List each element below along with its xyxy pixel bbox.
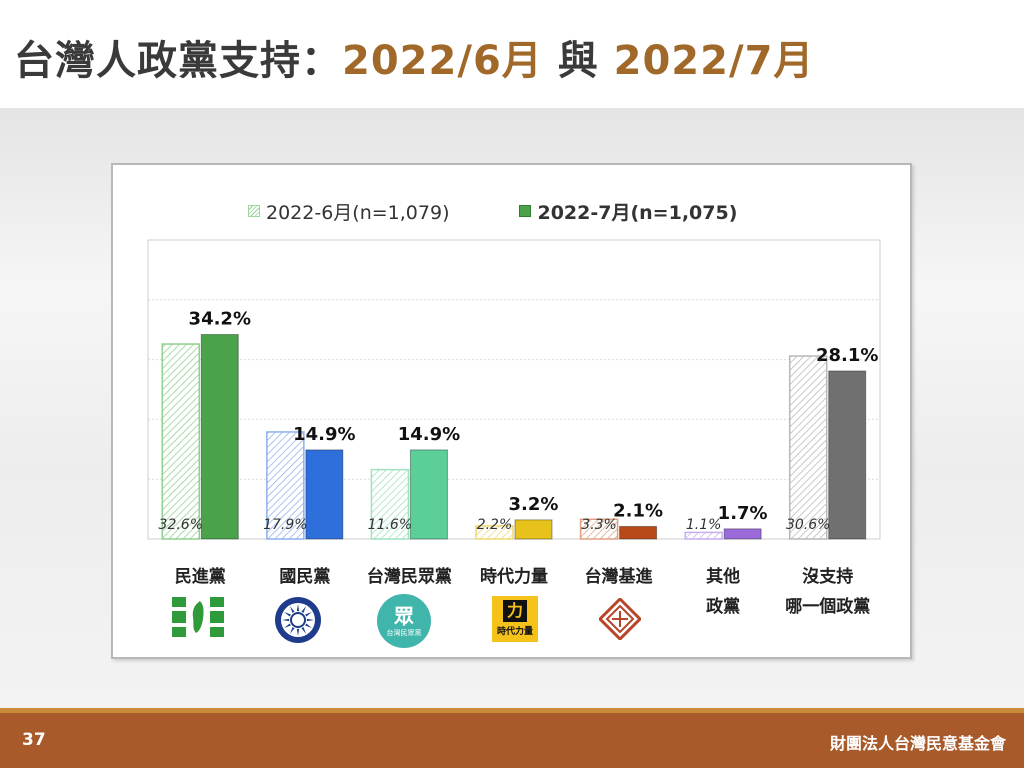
dpp-logo — [172, 597, 224, 637]
kmt-sun-ray — [284, 612, 291, 617]
bar-jul-6 — [723, 528, 762, 540]
title-date-jun: 2022/6月 — [342, 38, 543, 84]
page-number: 37 — [22, 730, 46, 750]
data-label-jun-3: 11.6% — [368, 517, 412, 533]
category-label-7-line-2: 哪一個政黨 — [785, 597, 871, 617]
data-label-jun-1: 32.6% — [159, 517, 203, 533]
tsp-logo — [599, 598, 641, 640]
tpp-logo: 眾 台灣民眾黨 — [377, 594, 431, 648]
bar-jun-7 — [788, 355, 828, 540]
bars — [161, 333, 867, 540]
category-label-7-line-1: 沒支持 — [802, 567, 854, 587]
category-label-6-line-2: 政黨 — [706, 597, 741, 617]
data-label-jun-4: 2.2% — [477, 517, 513, 533]
organization-name: 財團法人台灣民意基金會 — [829, 734, 1006, 753]
bar-jun-6 — [684, 531, 723, 540]
footer-bar — [0, 708, 1024, 768]
chart-panel — [111, 163, 912, 659]
data-labels: 32.6% 34.2% 17.9% 14.9% 11.6% 14.9% 2.2% 3.2% 3.… — [159, 308, 879, 533]
data-label-jul-5: 2.1% — [613, 500, 663, 521]
legend-label-jun: 2022-6月(n=1,079) — [266, 201, 450, 224]
kmt-sun-ray — [305, 612, 312, 617]
npp-logo: 力 時代力量 — [492, 596, 538, 642]
kmt-logo — [275, 597, 321, 643]
bar-jul-2 — [305, 449, 344, 540]
data-label-jul-4: 3.2% — [509, 494, 559, 515]
kmt-sun-ray — [284, 623, 291, 628]
kmt-sun-ray — [282, 618, 290, 622]
kmt-sun-ray — [296, 604, 300, 612]
chart-legend: 2022-6月(n=1,079) 2022-7月(n=1,075) — [248, 198, 807, 224]
data-label-jun-2: 17.9% — [263, 517, 307, 533]
bar-jul-7 — [828, 370, 867, 540]
legend-item-jun: 2022-6月(n=1,079) — [248, 198, 449, 225]
category-label-6-line-1: 其他 — [706, 567, 741, 587]
category-label-4: 時代力量 — [480, 567, 548, 587]
title-bar: 台灣人政黨支持：2022/6月 與 2022/7月 — [0, 0, 1024, 108]
kmt-sun-ray — [306, 618, 314, 622]
data-label-jun-7: 30.6% — [786, 517, 830, 533]
legend-label-jul: 2022-7月(n=1,075) — [537, 201, 738, 224]
tpp-logo-text: 台灣民眾黨 — [386, 629, 422, 637]
bar-jun-3 — [370, 468, 410, 540]
bar-jun-4 — [475, 525, 514, 540]
data-label-jun-5: 3.3% — [581, 517, 617, 533]
bar-jul-1 — [200, 333, 239, 540]
data-label-jul-6: 1.7% — [718, 503, 768, 524]
bar-jun-1 — [161, 343, 201, 540]
plot-frame — [147, 239, 881, 540]
bar-jul-4 — [514, 519, 553, 540]
legend-item-jul: 2022-7月(n=1,075) — [519, 198, 737, 225]
data-label-jul-2: 14.9% — [293, 424, 355, 445]
category-label-3: 台灣民眾黨 — [366, 567, 452, 587]
npp-logo-mark: 力 — [503, 600, 527, 622]
data-label-jul-1: 34.2% — [189, 308, 251, 329]
data-label-jul-3: 14.9% — [398, 424, 460, 445]
data-label-jul-7: 28.1% — [816, 345, 878, 366]
category-label-1: 民進黨 — [174, 567, 226, 587]
kmt-sun-ray — [305, 623, 312, 628]
legend-swatch-jun — [248, 205, 260, 217]
kmt-sun-ray — [301, 606, 306, 613]
category-label-2: 國民黨 — [279, 567, 331, 587]
kmt-sun-ray — [296, 628, 300, 636]
slide-title: 台灣人政黨支持：2022/6月 與 2022/7月 — [14, 38, 815, 84]
bar-jun-2 — [266, 431, 305, 540]
bar-jul-5 — [619, 525, 658, 540]
data-label-jun-6: 1.1% — [686, 517, 722, 533]
title-conjunction: 與 — [542, 38, 614, 84]
kmt-sun-ray — [290, 627, 295, 634]
title-date-jul: 2022/7月 — [613, 38, 815, 84]
kmt-sun-ray — [301, 627, 306, 634]
tpp-logo-mark: 眾 — [394, 604, 414, 628]
bar-jul-3 — [409, 449, 448, 540]
bar-jun-5 — [579, 518, 619, 540]
legend-swatch-jul — [519, 205, 532, 217]
npp-logo-text: 時代力量 — [496, 627, 533, 637]
kmt-sun-ray — [290, 606, 295, 613]
category-label-5: 台灣基進 — [584, 567, 653, 587]
